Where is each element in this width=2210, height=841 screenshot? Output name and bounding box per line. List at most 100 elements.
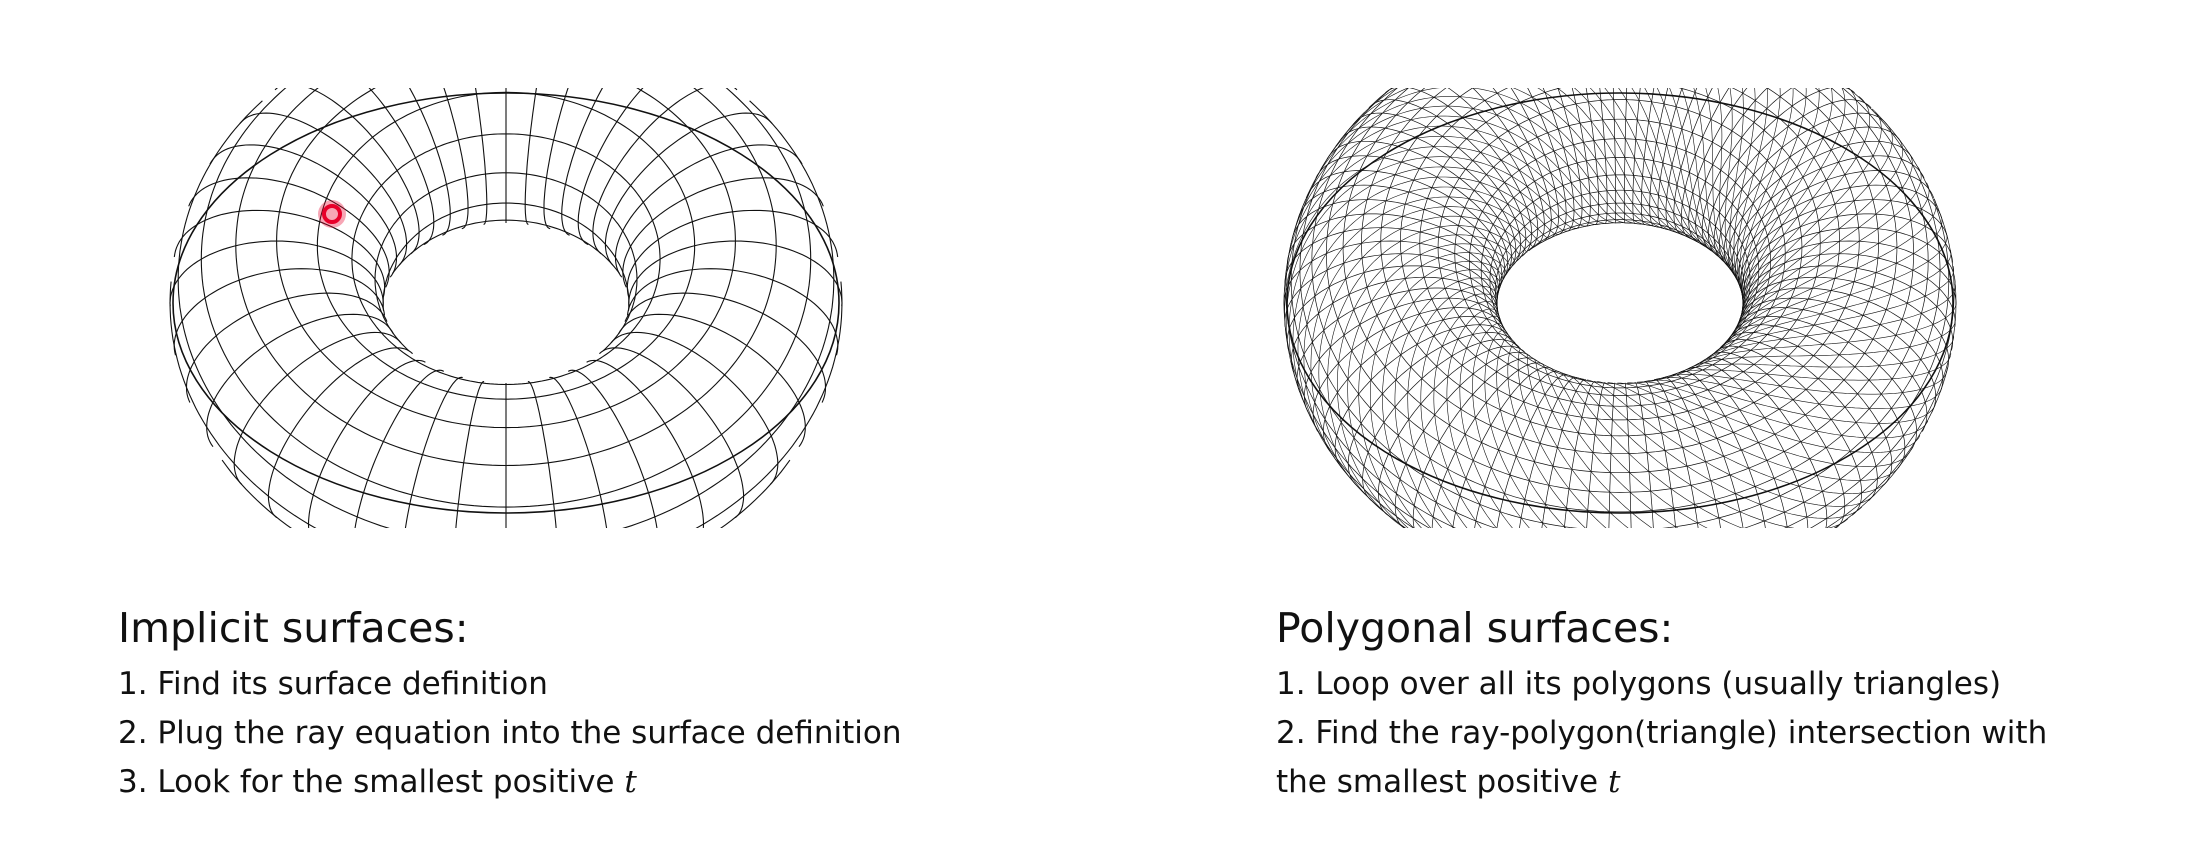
mesh-diagonal-line xyxy=(1719,215,1943,349)
mesh-edge-line xyxy=(1585,88,1600,226)
mesh-diagonal-line xyxy=(1334,359,1949,512)
grid-meridian-line xyxy=(239,112,408,266)
mesh-diagonal-line xyxy=(1286,156,1580,342)
mesh-diagonal-line xyxy=(1312,377,1936,473)
grid-meridian-line xyxy=(592,88,738,255)
mesh-edge-line xyxy=(1557,88,1583,230)
grid-parallel-line xyxy=(169,281,843,528)
mesh-diagonal-line xyxy=(1382,269,1501,528)
mesh-diagonal-line xyxy=(1362,322,1956,528)
mesh-edge-line xyxy=(1284,253,1498,327)
mesh-edge-line xyxy=(1353,112,1521,266)
grid-meridian-line xyxy=(549,376,608,528)
mesh-edge-line xyxy=(1291,199,1501,295)
mesh-edge-line xyxy=(1696,362,1809,528)
mesh-diagonal-line xyxy=(1732,152,1913,334)
mesh-diagonal-line xyxy=(1742,88,1833,311)
grid-meridian-line xyxy=(610,331,779,485)
mesh-edge-line xyxy=(1287,213,1499,299)
mesh-edge-line xyxy=(1612,88,1617,224)
torus-outer-silhouette xyxy=(1286,92,1954,514)
mesh-diagonal-line xyxy=(1433,301,1498,528)
mesh-diagonal-line xyxy=(1370,260,1504,519)
grid-meridian-line xyxy=(455,381,485,528)
mesh-diagonal-line xyxy=(1351,88,1669,230)
mesh-diagonal-line xyxy=(1283,302,1862,494)
mesh-edge-line xyxy=(1741,213,1953,299)
mesh-diagonal-line xyxy=(1484,329,1548,528)
mesh-diagonal-line xyxy=(1705,88,1921,449)
mesh-diagonal-line xyxy=(1347,243,1511,493)
grid-meridian-line xyxy=(622,177,824,288)
grid-parallel-line xyxy=(200,88,812,508)
mesh-edge-line xyxy=(1480,157,1760,380)
mesh-diagonal-line xyxy=(1304,379,1928,453)
grid-meridian-line xyxy=(173,209,386,298)
grid-parallel-line xyxy=(382,202,630,311)
mesh-diagonal-line xyxy=(1577,377,1827,519)
mesh-diagonal-line xyxy=(1303,196,1543,415)
mesh-diagonal-line xyxy=(1335,88,1659,228)
mesh-diagonal-line xyxy=(1310,206,1535,432)
mesh-diagonal-line xyxy=(1287,340,1892,468)
mesh-diagonal-line xyxy=(1742,88,1807,303)
grid-meridian-line xyxy=(567,369,658,528)
mesh-diagonal-line xyxy=(1731,166,1922,335)
mesh-diagonal-line xyxy=(1358,252,1507,507)
mesh-edge-line xyxy=(1681,88,1730,239)
grid-meridian-line xyxy=(443,88,469,230)
mesh-edge-line xyxy=(1362,339,1520,501)
grid-meridian-line xyxy=(586,359,705,528)
grid-parallel-line xyxy=(351,133,661,386)
mesh-diagonal-line xyxy=(1738,108,1882,323)
grid-meridian-line xyxy=(354,369,445,528)
grid-meridian-line xyxy=(274,88,420,255)
grid-parallel-line xyxy=(276,88,736,429)
mesh-diagonal-line xyxy=(1295,105,1631,227)
mesh-edge-line xyxy=(1719,112,1887,266)
mesh-edge-line xyxy=(1472,88,1545,247)
grid-meridian-line xyxy=(604,112,773,266)
mesh-edge-line xyxy=(1419,88,1821,407)
mesh-diagonal-line xyxy=(1604,88,1957,304)
mesh-diagonal-line xyxy=(1533,358,1653,528)
mesh-diagonal-line xyxy=(1715,232,1948,352)
grid-meridian-line xyxy=(561,88,604,236)
mesh-edge-line xyxy=(1527,88,1567,235)
mesh-edge-line xyxy=(1599,88,1608,224)
grid-meridian-line xyxy=(626,268,839,356)
mesh-diagonal-line xyxy=(1291,359,1906,453)
mesh-edge-line xyxy=(1361,88,1879,455)
mesh-edge-line xyxy=(1339,126,1517,271)
mesh-edge-line xyxy=(1723,126,1901,271)
torus-grid-icon xyxy=(169,88,843,528)
mesh-edge-line xyxy=(1342,88,1898,474)
mesh-diagonal-line xyxy=(1283,136,1601,304)
mesh-edge-line xyxy=(1624,382,1632,528)
mesh-edge-line xyxy=(1291,276,1500,372)
grid-meridian-line xyxy=(185,292,388,403)
mesh-edge-line xyxy=(1489,174,1751,348)
mesh-diagonal-line xyxy=(1394,277,1499,528)
grid-meridian-line xyxy=(475,88,488,225)
torus-mesh-icon xyxy=(1283,88,1957,528)
mesh-diagonal-line xyxy=(1741,88,1858,315)
variable-t: t xyxy=(1607,764,1621,800)
mesh-diagonal-line xyxy=(1693,88,1929,432)
mesh-diagonal-line xyxy=(1739,88,1848,528)
polygonal-step-1: 1. Loop over all its polygons (usually t… xyxy=(1276,666,2002,702)
mesh-diagonal-line xyxy=(1284,125,1611,284)
mesh-diagonal-line xyxy=(1412,266,1954,528)
mesh-diagonal-line xyxy=(1740,96,1870,319)
polygonal-torus-figure xyxy=(1280,88,1960,528)
implicit-torus-figure xyxy=(166,88,846,528)
grid-meridian-line xyxy=(614,144,803,278)
grid-meridian-line xyxy=(624,292,827,403)
mesh-diagonal-line xyxy=(1541,363,1679,528)
mesh-edge-line xyxy=(1715,345,1863,516)
mesh-diagonal-line xyxy=(1517,347,1607,528)
mesh-edge-line xyxy=(1299,88,1941,528)
mesh-diagonal-line xyxy=(1323,373,1944,495)
implicit-step-1: 1. Find its surface definition xyxy=(118,666,548,702)
mesh-diagonal-line xyxy=(1296,378,1917,439)
